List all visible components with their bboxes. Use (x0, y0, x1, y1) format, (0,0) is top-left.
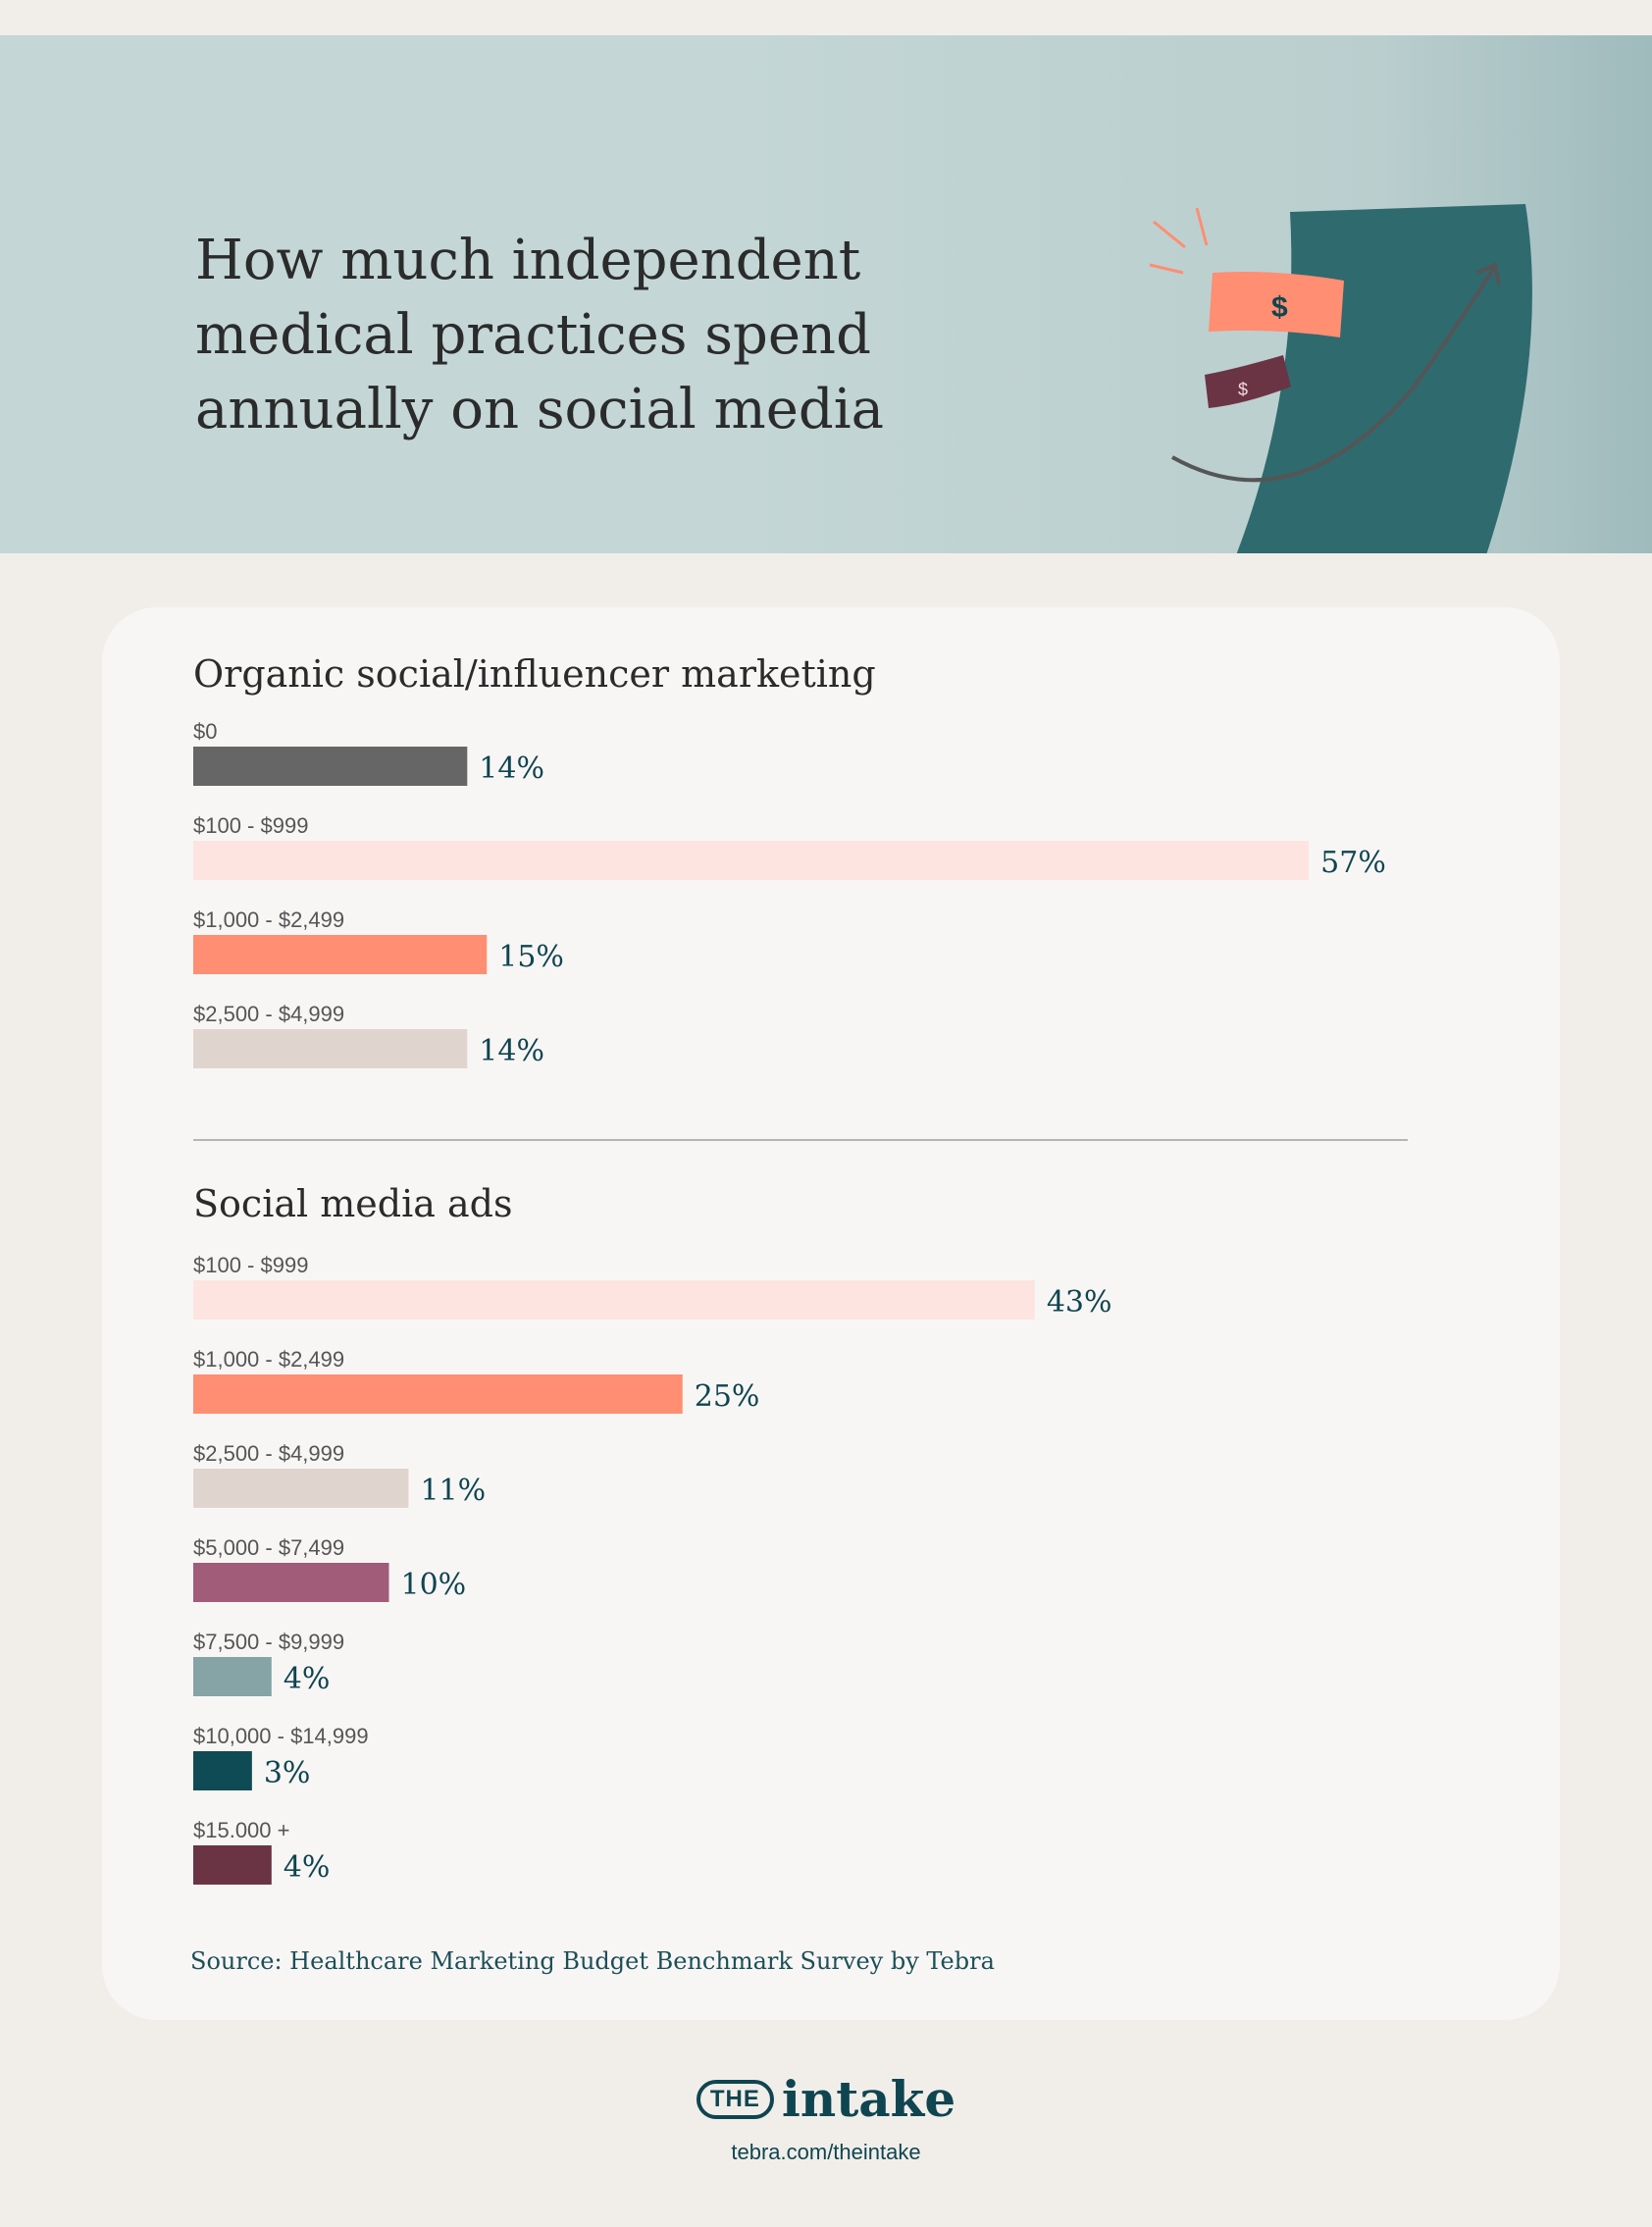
ads-bar-chart: $100 - $999 43% $1,000 - $2,499 25% $2,500 -… (193, 1253, 1112, 1885)
bar-category-label: $2,500 - $4,999 (193, 1441, 344, 1466)
logo-mark: THE intake (696, 2070, 956, 2128)
arrow-head-icon (1476, 262, 1501, 285)
bar-value-label: 4% (284, 1662, 331, 1696)
bar (193, 841, 1310, 880)
bar-value-label: 43% (1047, 1285, 1112, 1320)
section-title-organic: Organic social/influencer marketing (193, 652, 876, 696)
bar-category-label: $7,500 - $9,999 (193, 1630, 344, 1654)
page-title: How much independent medical practices s… (195, 229, 885, 441)
logo-wordmark: intake (781, 2070, 956, 2128)
bar-value-label: 3% (264, 1756, 311, 1790)
section-divider (193, 1139, 1408, 1141)
spark-line (1153, 220, 1186, 249)
ads-chart: $100 - $999 43% $1,000 - $2,499 25% $2,500 -… (102, 1253, 1560, 1926)
bar-value-label: 14% (479, 751, 544, 786)
brand-logo: THE intake tebra.com/theintake (0, 2070, 1652, 2165)
bar-category-label: $0 (193, 719, 217, 744)
svg-text:$: $ (1238, 380, 1248, 399)
bar-category-label: $15.000 + (193, 1818, 289, 1842)
bar (193, 747, 468, 786)
spark-line (1149, 263, 1184, 275)
spark-line (1195, 207, 1209, 246)
chart-card: Organic social/influencer marketing $0 14… (102, 607, 1560, 2020)
bar (193, 1751, 252, 1790)
bar (193, 935, 488, 974)
logo-url: tebra.com/theintake (731, 2140, 921, 2164)
money-growth-illustration: $ $ (1149, 204, 1532, 553)
bar (193, 1845, 272, 1885)
bar-value-label: 15% (498, 940, 564, 974)
growth-arrow (1171, 267, 1495, 483)
bar-category-label: $2,500 - $4,999 (193, 1002, 344, 1026)
bar (193, 1374, 683, 1414)
organic-bar-chart: $0 14% $100 - $999 57% $1,000 - $2,499 15% $2,… (193, 719, 1386, 1068)
logo-the-badge: THE (696, 2079, 774, 2119)
bar-category-label: $100 - $999 (193, 1253, 308, 1277)
bar-value-label: 4% (284, 1850, 331, 1885)
bar (193, 1469, 409, 1508)
bar-value-label: 25% (695, 1379, 760, 1414)
organic-chart: $0 14% $100 - $999 57% $1,000 - $2,499 15% $2,… (102, 719, 1560, 1117)
bar-category-label: $1,000 - $2,499 (193, 907, 344, 932)
bar-category-label: $100 - $999 (193, 813, 308, 838)
bar-value-label: 10% (401, 1568, 467, 1602)
svg-text:$: $ (1271, 291, 1288, 324)
bar-value-label: 57% (1320, 846, 1386, 880)
bar-category-label: $10,000 - $14,999 (193, 1724, 369, 1748)
bar (193, 1280, 1035, 1320)
bar (193, 1563, 389, 1602)
bar (193, 1029, 468, 1068)
bar (193, 1657, 272, 1696)
source-note: Source: Healthcare Marketing Budget Benc… (190, 1947, 995, 1975)
bar-category-label: $5,000 - $7,499 (193, 1535, 344, 1560)
dollar-bill-icon (1209, 272, 1344, 337)
section-title-ads: Social media ads (193, 1182, 513, 1225)
hero-banner: How much independent medical practices s… (0, 35, 1652, 553)
bar-category-label: $1,000 - $2,499 (193, 1347, 344, 1372)
bar-value-label: 11% (420, 1474, 486, 1508)
bar-value-label: 14% (479, 1034, 544, 1068)
dollar-bill-icon (1205, 355, 1291, 408)
